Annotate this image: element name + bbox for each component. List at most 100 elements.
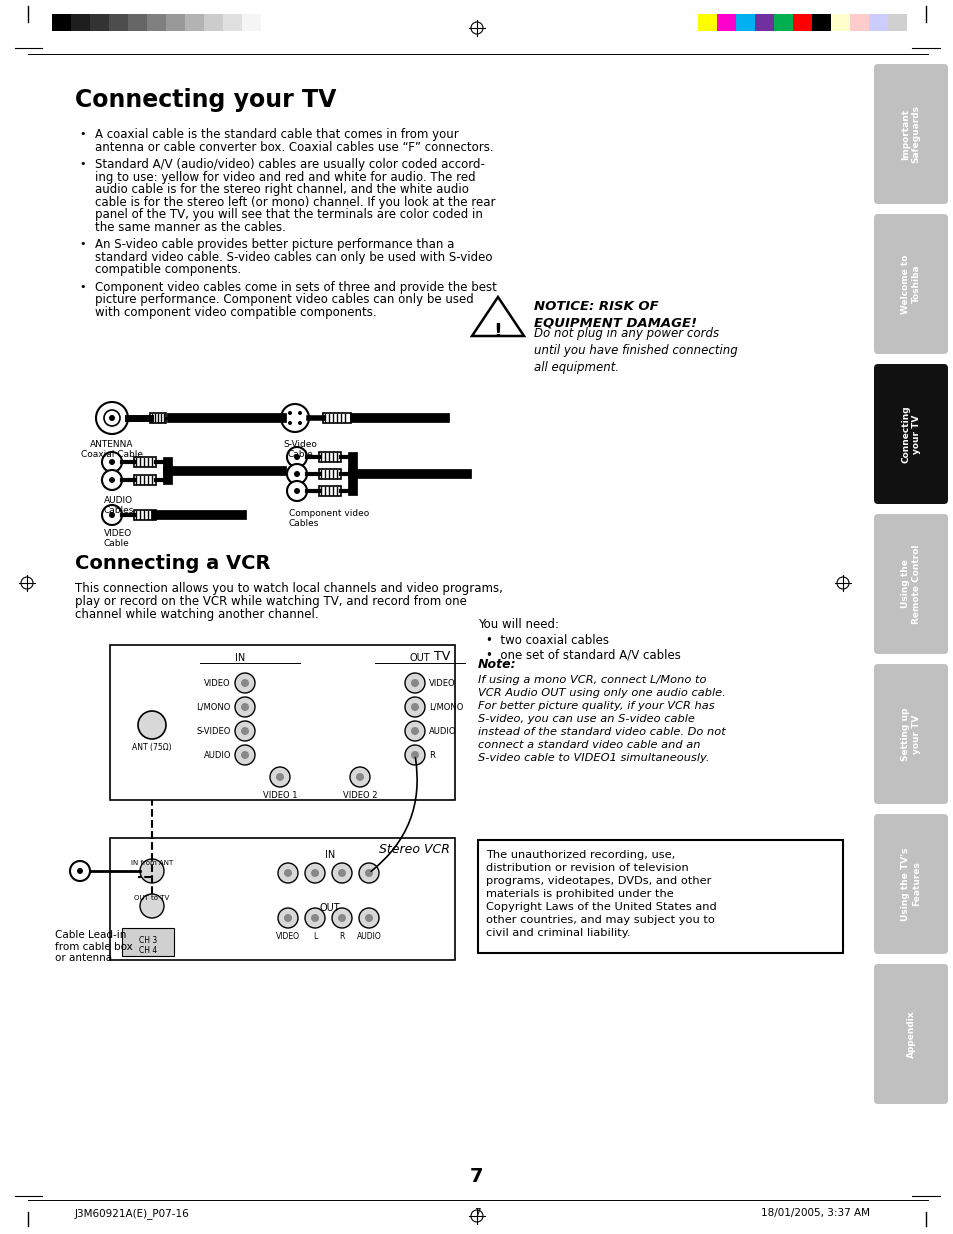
Text: Note:: Note: xyxy=(477,658,517,671)
Text: instead of the standard video cable. Do not: instead of the standard video cable. Do … xyxy=(477,727,725,737)
Text: VIDEO 2: VIDEO 2 xyxy=(342,791,376,800)
Circle shape xyxy=(411,679,418,687)
Text: Component video cables come in sets of three and provide the best: Component video cables come in sets of t… xyxy=(95,280,497,294)
Text: Component video
Cables: Component video Cables xyxy=(289,508,369,528)
Text: IN: IN xyxy=(234,653,245,663)
Text: You will need:: You will need: xyxy=(477,618,558,631)
Text: Connecting your TV: Connecting your TV xyxy=(75,88,336,112)
Bar xyxy=(166,14,185,31)
Text: Do not plug in any power cords
until you have finished connecting
all equipment.: Do not plug in any power cords until you… xyxy=(534,327,737,374)
Circle shape xyxy=(287,481,307,501)
Circle shape xyxy=(405,721,424,740)
Text: J3M60921A(E)_P07-16: J3M60921A(E)_P07-16 xyxy=(75,1208,190,1219)
Circle shape xyxy=(297,421,302,424)
Text: VIDEO 1: VIDEO 1 xyxy=(262,791,297,800)
Text: R: R xyxy=(339,932,344,942)
Bar xyxy=(773,14,792,31)
Bar xyxy=(698,14,717,31)
Circle shape xyxy=(365,869,373,877)
Text: Using the
Remote Control: Using the Remote Control xyxy=(901,544,920,623)
Text: Appendix: Appendix xyxy=(905,1011,915,1058)
Bar xyxy=(318,486,340,496)
Text: For better picture quality, if your VCR has: For better picture quality, if your VCR … xyxy=(477,701,714,711)
Text: L/MONO: L/MONO xyxy=(429,702,463,712)
Text: antenna or cable converter box. Coaxial cables use “F” connectors.: antenna or cable converter box. Coaxial … xyxy=(95,141,493,153)
Text: VCR Audio OUT using only one audio cable.: VCR Audio OUT using only one audio cable… xyxy=(477,689,725,698)
Text: materials is prohibited under the: materials is prohibited under the xyxy=(485,888,673,900)
Circle shape xyxy=(365,914,373,922)
Bar xyxy=(122,928,173,956)
Circle shape xyxy=(337,869,346,877)
Bar xyxy=(133,475,156,485)
Text: play or record on the VCR while watching TV, and record from one: play or record on the VCR while watching… xyxy=(75,595,466,608)
Circle shape xyxy=(234,745,254,765)
Bar xyxy=(110,838,455,960)
Circle shape xyxy=(102,470,122,490)
Text: AUDIO: AUDIO xyxy=(356,932,381,942)
Circle shape xyxy=(284,869,292,877)
Circle shape xyxy=(287,447,307,466)
Text: 18/01/2005, 3:37 AM: 18/01/2005, 3:37 AM xyxy=(760,1208,869,1218)
Bar xyxy=(242,14,261,31)
Text: The unauthorized recording, use,: The unauthorized recording, use, xyxy=(485,850,675,860)
Text: distribution or revision of television: distribution or revision of television xyxy=(485,863,688,872)
Circle shape xyxy=(287,464,307,484)
Text: AUDIO: AUDIO xyxy=(203,750,231,759)
Text: IN from ANT: IN from ANT xyxy=(131,860,172,866)
Text: AUDIO: AUDIO xyxy=(429,727,456,735)
Text: audio cable is for the stereo right channel, and the white audio: audio cable is for the stereo right chan… xyxy=(95,183,468,196)
Circle shape xyxy=(297,411,302,415)
Circle shape xyxy=(275,772,284,781)
Circle shape xyxy=(96,402,128,434)
Circle shape xyxy=(294,454,299,460)
Text: Setting up
your TV: Setting up your TV xyxy=(901,707,920,760)
Circle shape xyxy=(350,768,370,787)
Text: ing to use: yellow for video and red and white for audio. The red: ing to use: yellow for video and red and… xyxy=(95,170,476,184)
Circle shape xyxy=(140,859,164,884)
Circle shape xyxy=(288,421,292,424)
Text: A coaxial cable is the standard cable that comes in from your: A coaxial cable is the standard cable th… xyxy=(95,128,458,141)
Bar xyxy=(150,413,166,423)
Circle shape xyxy=(109,459,115,465)
Bar xyxy=(133,457,156,466)
Circle shape xyxy=(104,410,120,426)
Bar xyxy=(223,14,242,31)
Circle shape xyxy=(102,505,122,524)
Text: civil and criminal liability.: civil and criminal liability. xyxy=(485,928,630,938)
Bar xyxy=(110,645,455,800)
Text: standard video cable. S-video cables can only be used with S-video: standard video cable. S-video cables can… xyxy=(95,251,492,264)
FancyBboxPatch shape xyxy=(873,814,947,954)
FancyBboxPatch shape xyxy=(873,664,947,805)
Text: Using the TV's
Features: Using the TV's Features xyxy=(901,848,920,921)
Text: Connecting
your TV: Connecting your TV xyxy=(901,405,920,463)
Bar xyxy=(868,14,887,31)
Text: with component video compatible components.: with component video compatible componen… xyxy=(95,306,376,318)
Circle shape xyxy=(109,415,115,421)
Text: OUT: OUT xyxy=(409,653,430,663)
Text: •: • xyxy=(80,281,86,291)
Text: Important
Safeguards: Important Safeguards xyxy=(901,105,920,163)
Text: CH 3: CH 3 xyxy=(139,937,157,945)
Circle shape xyxy=(70,861,90,881)
Bar xyxy=(109,14,128,31)
Bar xyxy=(811,14,830,31)
Bar xyxy=(318,452,340,462)
Circle shape xyxy=(270,768,290,787)
Text: Copyright Laws of the United States and: Copyright Laws of the United States and xyxy=(485,902,716,912)
FancyBboxPatch shape xyxy=(873,64,947,204)
Text: picture performance. Component video cables can only be used: picture performance. Component video cab… xyxy=(95,292,474,306)
Text: 7: 7 xyxy=(474,1208,479,1218)
Circle shape xyxy=(294,471,299,478)
Text: !: ! xyxy=(493,322,502,341)
Circle shape xyxy=(294,487,299,494)
Circle shape xyxy=(234,697,254,717)
Bar xyxy=(318,469,340,479)
Circle shape xyxy=(288,411,292,415)
Text: •: • xyxy=(80,159,86,169)
Text: •: • xyxy=(80,130,86,139)
Text: panel of the TV, you will see that the terminals are color coded in: panel of the TV, you will see that the t… xyxy=(95,209,482,221)
Text: This connection allows you to watch local channels and video programs,: This connection allows you to watch loca… xyxy=(75,582,502,595)
Text: S-video cable to VIDEO1 simultaneously.: S-video cable to VIDEO1 simultaneously. xyxy=(477,753,709,763)
Text: S-video, you can use an S-video cable: S-video, you can use an S-video cable xyxy=(477,714,694,724)
Text: R: R xyxy=(429,750,435,759)
